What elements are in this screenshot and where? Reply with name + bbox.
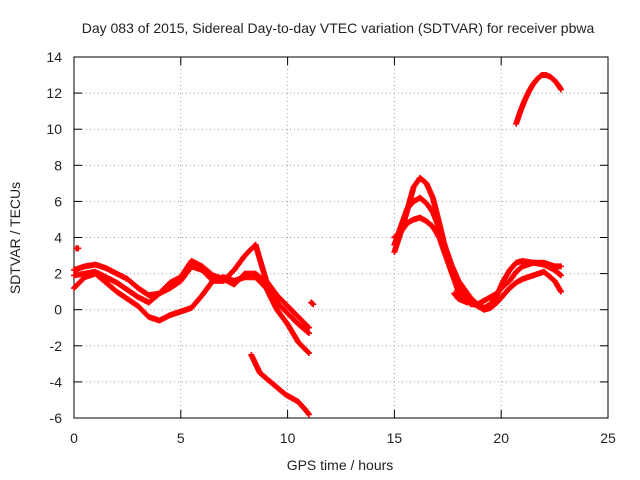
x-tick-label: 20 bbox=[493, 430, 509, 446]
grid-lines bbox=[74, 57, 608, 418]
data-point-marker bbox=[305, 350, 312, 357]
y-axis-label: SDTVAR / TECUs bbox=[7, 182, 23, 294]
axes bbox=[73, 56, 609, 419]
x-tick-label: 15 bbox=[387, 430, 403, 446]
y-tick-label: 2 bbox=[54, 266, 62, 282]
series-track-6 bbox=[308, 299, 317, 308]
x-tick-label: 5 bbox=[177, 430, 185, 446]
y-tick-label: -4 bbox=[50, 374, 63, 390]
y-tick-label: 4 bbox=[54, 230, 62, 246]
y-tick-label: -2 bbox=[50, 338, 63, 354]
series-track-5 bbox=[73, 245, 82, 252]
series-track-11 bbox=[513, 72, 565, 127]
y-tick-label: 0 bbox=[54, 302, 62, 318]
data-point-marker bbox=[305, 411, 312, 418]
y-tick-label: -6 bbox=[50, 410, 63, 426]
data-point-marker bbox=[75, 245, 82, 252]
data-point-marker bbox=[305, 410, 312, 417]
data-point-marker bbox=[305, 324, 312, 331]
data-point-marker bbox=[304, 329, 311, 336]
y-tick-label: 10 bbox=[46, 121, 62, 137]
plot-frame bbox=[73, 56, 609, 419]
data-point-marker bbox=[304, 323, 311, 330]
series-track-9 bbox=[391, 214, 565, 313]
data-point-marker bbox=[558, 288, 565, 295]
data-point-marker bbox=[309, 300, 316, 307]
data-point-marker bbox=[558, 263, 565, 270]
y-tick-label: 14 bbox=[46, 49, 62, 65]
data-point-marker bbox=[558, 86, 565, 93]
y-tick-label: 12 bbox=[46, 85, 62, 101]
series-track-3 bbox=[71, 270, 312, 357]
data-markers bbox=[71, 72, 565, 418]
tick-labels: 0 5 10 15 20 25 -6 -4 -2 0 2 4 6 8 10 12 14 bbox=[46, 49, 616, 446]
x-tick-label: 0 bbox=[70, 430, 78, 446]
data-point-marker bbox=[464, 299, 471, 306]
x-tick-label: 25 bbox=[600, 430, 616, 446]
x-axis-label: GPS time / hours bbox=[287, 457, 394, 473]
y-tick-label: 6 bbox=[54, 193, 62, 209]
data-point-marker bbox=[304, 348, 311, 355]
y-tick-label: 8 bbox=[54, 157, 62, 173]
data-point-marker bbox=[305, 330, 312, 337]
data-point-marker bbox=[558, 272, 565, 279]
chart-title: Day 083 of 2015, Sidereal Day-to-day VTE… bbox=[82, 20, 595, 36]
data-point-marker bbox=[556, 271, 563, 278]
series-track-4 bbox=[248, 351, 312, 418]
x-tick-label: 10 bbox=[280, 430, 296, 446]
data-point-marker bbox=[310, 301, 317, 308]
series-track-10 bbox=[451, 290, 471, 306]
